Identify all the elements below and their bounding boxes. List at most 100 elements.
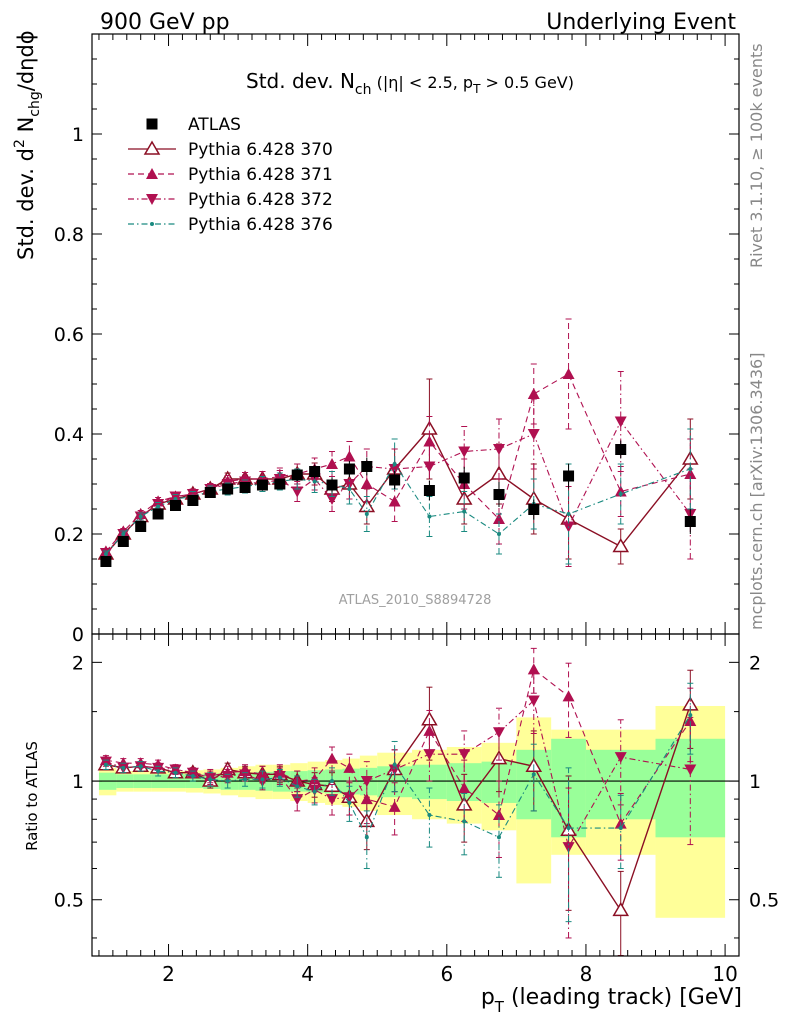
data-point [239,769,252,781]
data-point [186,767,199,779]
y-label-p3: chg [27,91,43,116]
data-point [309,466,321,477]
data-point [187,495,199,506]
data-point [138,514,143,519]
data-point [312,789,317,794]
series-line [105,668,691,825]
y-tick-label: 1 [72,771,84,793]
y-label-p1: 2 [12,139,28,148]
data-point [358,498,376,513]
plot-title: Std. dev. Nch (|η| < 2.5, pT > 0.5 GeV) [246,69,574,98]
data-point [527,663,540,675]
data-point [388,800,401,812]
x-tick-label: 10 [712,962,737,986]
series-line [105,373,691,552]
data-point [388,764,401,776]
data-point [563,470,575,482]
x-label-rest: (leading track) [GeV] [504,985,742,1010]
legend-entry: Pythia 6.428 372 [128,190,333,210]
x-tick-label: 4 [301,962,314,986]
data-point [684,516,696,527]
data-point [389,474,401,486]
data-point [612,538,630,553]
x-label-sub: T [494,998,505,1016]
data-point [427,813,432,818]
x-tick-label: 8 [580,962,593,986]
data-point [295,784,300,789]
y-label-p0: Std. dev. d [14,148,38,260]
data-point [347,487,352,491]
data-point [256,479,268,491]
data-point [566,512,571,516]
legend-label: Pythia 6.428 370 [188,140,333,160]
y-tick-label: 0.8 [54,224,84,246]
data-point [684,764,697,776]
y-tick-label: 0.6 [54,324,84,346]
data-point [208,777,213,782]
legend-marker [150,222,154,226]
y-label-p4: /dηdϕ [14,30,38,91]
plot-title-rest: (|η| < 2.5, p [371,73,473,92]
legend: ATLAS Pythia 6.428 370 Pythia 6.428 371 Pyt… [128,115,333,235]
data-point [326,458,339,469]
data-point [527,388,540,399]
y-tick-label: 0 [72,624,84,646]
data-point [688,467,693,471]
data-point [492,727,505,739]
data-point [528,504,540,515]
ratio-series-4 [102,682,694,923]
data-point [343,463,355,475]
data-point [152,762,165,774]
data-point [618,492,623,496]
data-point [326,752,339,764]
y-tick-label-right: 1 [749,771,761,793]
data-point [225,779,230,784]
data-point [423,485,435,496]
data-point [531,772,536,777]
main-series-1 [97,378,699,565]
data-point [462,819,467,824]
legend-label: Pythia 6.428 371 [188,165,333,185]
ratio-y-axis-label: Ratio to ATLAS [23,741,41,851]
side-text-top: Rivet 3.1.10, ≥ 100k events [747,43,766,268]
main-y-axis-label: Std. dev. d2 Nchg/dηdϕ [12,30,43,260]
legend-marker [146,168,158,179]
y-label-p2: N [14,117,38,139]
data-point [152,508,164,520]
data-point [361,461,373,472]
ratio-panel: 0.5 0.5 1 1 2 2 2 4 6 8 10 [54,633,779,986]
x-tick-label: 2 [162,962,175,986]
data-point [138,764,143,769]
y-tick-label: 0.5 [54,890,84,912]
data-point [364,835,369,840]
data-point [222,483,234,495]
data-point [492,809,505,821]
series-line [105,462,691,555]
legend-entry: Pythia 6.428 376 [128,215,333,235]
data-point [135,521,147,532]
y-tick-label-right: 0.5 [749,890,779,912]
data-point [688,713,693,718]
data-point [330,779,335,784]
data-point [614,416,627,428]
data-point [274,478,286,490]
data-point [562,368,575,379]
y-tick-label: 1 [72,124,84,146]
data-point [326,794,339,806]
x-label-main: p [481,985,495,1010]
data-point [527,695,540,707]
data-point [99,756,112,768]
data-point [562,690,575,702]
x-axis-label: pT (leading track) [GeV] [481,985,742,1016]
data-point [117,536,129,547]
series-line [105,714,691,839]
data-point [618,826,623,831]
data-point [277,775,282,780]
legend-label: Pythia 6.428 372 [188,190,333,210]
data-point [364,512,369,516]
data-point [496,835,501,840]
data-point [562,842,575,854]
data-point [615,444,627,455]
data-point [427,514,432,519]
legend-marker [146,118,158,130]
